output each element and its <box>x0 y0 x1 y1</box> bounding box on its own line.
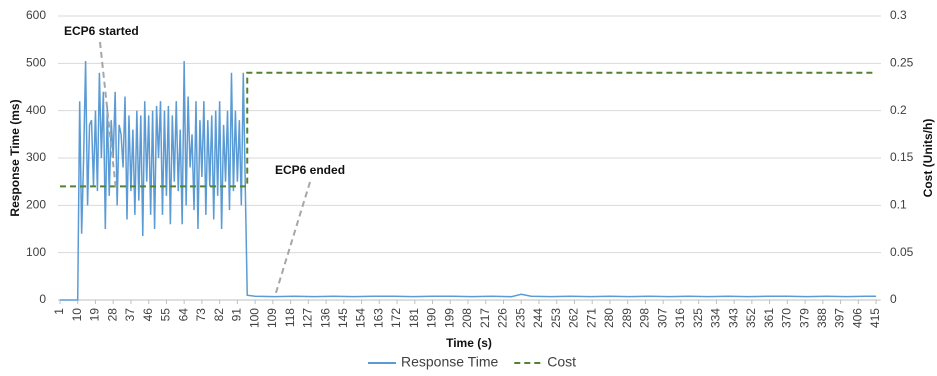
x-tick-label: 82 <box>212 308 226 322</box>
x-tick-label: 271 <box>584 308 598 328</box>
x-tick-label: 55 <box>159 308 173 322</box>
x-tick-label: 226 <box>496 308 510 328</box>
x-tick-label: 190 <box>425 308 439 328</box>
x-tick-label: 10 <box>70 308 84 322</box>
x-tick-label: 181 <box>407 308 421 328</box>
x-tick-label: 118 <box>283 308 297 327</box>
y-tick-label: 300 <box>26 150 46 164</box>
legend-label: Response Time <box>401 354 498 370</box>
x-tick-label: 343 <box>726 308 740 328</box>
x-tick-label: 388 <box>815 308 829 328</box>
y-tick-label: 0 <box>39 292 46 306</box>
y2-tick-label: 0.1 <box>890 198 907 212</box>
y2-tick-label: 0.25 <box>890 56 914 70</box>
x-tick-label: 208 <box>460 308 474 328</box>
y2-axis-title: Cost (Units/h) <box>921 119 935 198</box>
annotation-leader <box>274 181 311 297</box>
y-tick-label: 500 <box>26 56 46 70</box>
x-tick-label: 217 <box>478 308 492 328</box>
x-tick-label: 325 <box>691 308 705 328</box>
x-tick-label: 253 <box>549 308 563 328</box>
y-tick-label: 400 <box>26 103 46 117</box>
x-tick-label: 136 <box>318 308 332 328</box>
x-tick-label: 127 <box>301 308 315 328</box>
series-line <box>59 60 877 301</box>
x-tick-label: 64 <box>176 308 190 322</box>
annotation: ECP6 started <box>64 24 139 38</box>
x-tick-label: 316 <box>673 308 687 328</box>
x-tick-label: 172 <box>389 308 403 328</box>
annotation-leader <box>99 41 117 191</box>
x-tick-label: 91 <box>230 308 244 322</box>
x-tick-label: 352 <box>744 308 758 328</box>
legend-label: Cost <box>547 354 576 370</box>
x-tick-label: 163 <box>371 308 385 328</box>
x-tick-label: 154 <box>354 308 368 328</box>
y-tick-label: 100 <box>26 245 46 259</box>
x-tick-label: 46 <box>141 308 155 322</box>
y2-tick-label: 0.15 <box>890 150 914 164</box>
x-tick-label: 262 <box>567 308 581 328</box>
x-tick-label: 370 <box>780 308 794 328</box>
x-tick-label: 109 <box>265 308 279 328</box>
y2-tick-label: 0.3 <box>890 8 907 22</box>
x-tick-label: 100 <box>247 308 261 328</box>
x-tick-label: 334 <box>709 308 723 328</box>
y2-tick-label: 0 <box>890 292 897 306</box>
y-axis-title: Response Time (ms) <box>8 99 22 216</box>
x-tick-label: 235 <box>513 308 527 328</box>
x-tick-label: 19 <box>88 308 102 322</box>
x-tick-label: 415 <box>868 308 882 328</box>
y-tick-label: 200 <box>26 198 46 212</box>
x-tick-label: 289 <box>620 308 634 328</box>
x-tick-label: 1 <box>52 308 66 315</box>
x-tick-label: 406 <box>850 308 864 328</box>
x-axis-title: Time (s) <box>446 336 492 350</box>
y-tick-label: 600 <box>26 8 46 22</box>
x-tick-label: 73 <box>194 308 208 322</box>
x-tick-label: 397 <box>833 308 847 328</box>
x-tick-label: 361 <box>762 308 776 328</box>
x-tick-label: 280 <box>602 308 616 328</box>
x-tick-label: 298 <box>638 308 652 328</box>
y2-tick-label: 0.2 <box>890 103 907 117</box>
x-tick-label: 244 <box>531 308 545 328</box>
y2-tick-label: 0.05 <box>890 245 914 259</box>
x-tick-label: 199 <box>442 308 456 328</box>
x-tick-label: 307 <box>655 308 669 328</box>
x-tick-label: 145 <box>336 308 350 328</box>
x-tick-label: 28 <box>105 308 119 322</box>
x-tick-label: 37 <box>123 308 137 322</box>
annotation: ECP6 ended <box>275 163 345 177</box>
x-tick-label: 379 <box>797 308 811 328</box>
